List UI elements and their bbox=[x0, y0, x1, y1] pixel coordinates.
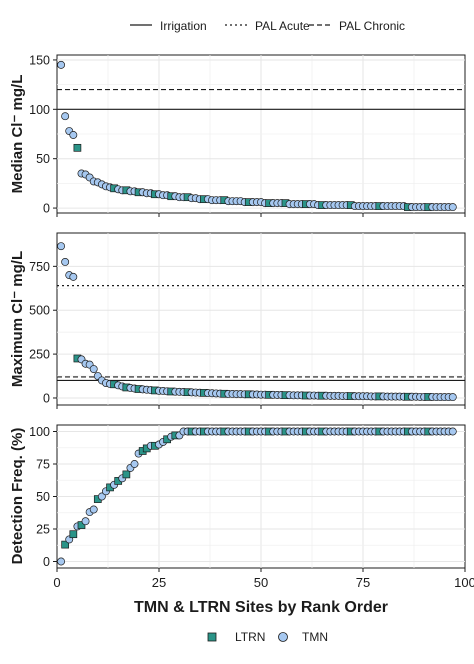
y-tick-label: 150 bbox=[29, 53, 50, 67]
y-tick-label: 100 bbox=[29, 103, 50, 117]
legend-ltrn-label: LTRN bbox=[235, 630, 265, 644]
tmn-point bbox=[57, 242, 66, 251]
grid-layer bbox=[57, 55, 465, 568]
axes: 0 50 100 150 0 250 500 750 0 25 50 75 100 0 25 50 75 100 bbox=[29, 53, 474, 590]
reference-lines bbox=[57, 88, 465, 382]
data-points bbox=[57, 60, 457, 566]
y-tick-label: 0 bbox=[43, 391, 50, 405]
detection-y-axis-title: Detection Freq. (%) bbox=[9, 428, 26, 565]
x-tick-label: 50 bbox=[254, 575, 268, 590]
tmn-point bbox=[81, 517, 90, 526]
y-tick-label: 50 bbox=[36, 490, 50, 504]
y-tick-label: 250 bbox=[29, 348, 50, 362]
tmn-point bbox=[69, 131, 78, 139]
tmn-point bbox=[61, 112, 70, 121]
legend-ltrn-swatch bbox=[207, 632, 217, 642]
x-tick-label: 100 bbox=[454, 575, 474, 590]
tmn-point bbox=[57, 557, 66, 566]
y-tick-label: 500 bbox=[29, 304, 50, 318]
y-tick-label: 750 bbox=[29, 260, 50, 274]
y-tick-label: 50 bbox=[36, 152, 50, 166]
legend-irrigation-label: Irrigation bbox=[160, 19, 207, 33]
tmn-point bbox=[130, 460, 139, 468]
legend-tmn-swatch bbox=[278, 632, 288, 642]
x-tick-label: 0 bbox=[53, 575, 60, 590]
y-tick-label: 25 bbox=[36, 523, 50, 537]
legend-tmn-label: TMN bbox=[302, 630, 328, 644]
legend-pal-chronic-label: PAL Chronic bbox=[339, 19, 405, 33]
y-tick-label: 0 bbox=[43, 202, 50, 216]
ltrn-point bbox=[61, 540, 70, 549]
tmn-point bbox=[89, 505, 98, 514]
ltrn-point bbox=[69, 530, 78, 539]
x-axis-title: TMN & LTRN Sites by Rank Order bbox=[134, 599, 388, 616]
tmn-point bbox=[61, 258, 70, 266]
tmn-point bbox=[448, 393, 457, 402]
ltrn-point bbox=[73, 143, 82, 152]
tmn-point bbox=[97, 492, 106, 501]
tmn-point bbox=[448, 203, 457, 212]
maximum-y-axis-title: Maximum Cl⁻ mg/L bbox=[9, 251, 26, 387]
x-tick-label: 25 bbox=[152, 575, 166, 590]
median-y-axis-title: Median Cl⁻ mg/L bbox=[9, 75, 26, 194]
marker-legend: LTRN TMN bbox=[207, 630, 328, 644]
ltrn-point bbox=[122, 470, 131, 479]
tmn-point bbox=[57, 60, 66, 69]
x-tick-label: 75 bbox=[356, 575, 370, 590]
legend-pal-acute-label: PAL Acute bbox=[255, 19, 310, 33]
y-tick-label: 0 bbox=[43, 555, 50, 569]
tmn-point bbox=[69, 272, 78, 281]
y-tick-label: 75 bbox=[36, 458, 50, 472]
tmn-point bbox=[89, 365, 98, 373]
tmn-point bbox=[448, 427, 457, 436]
y-tick-label: 100 bbox=[29, 425, 50, 439]
line-legend: Irrigation PAL Acute PAL Chronic bbox=[130, 19, 405, 33]
